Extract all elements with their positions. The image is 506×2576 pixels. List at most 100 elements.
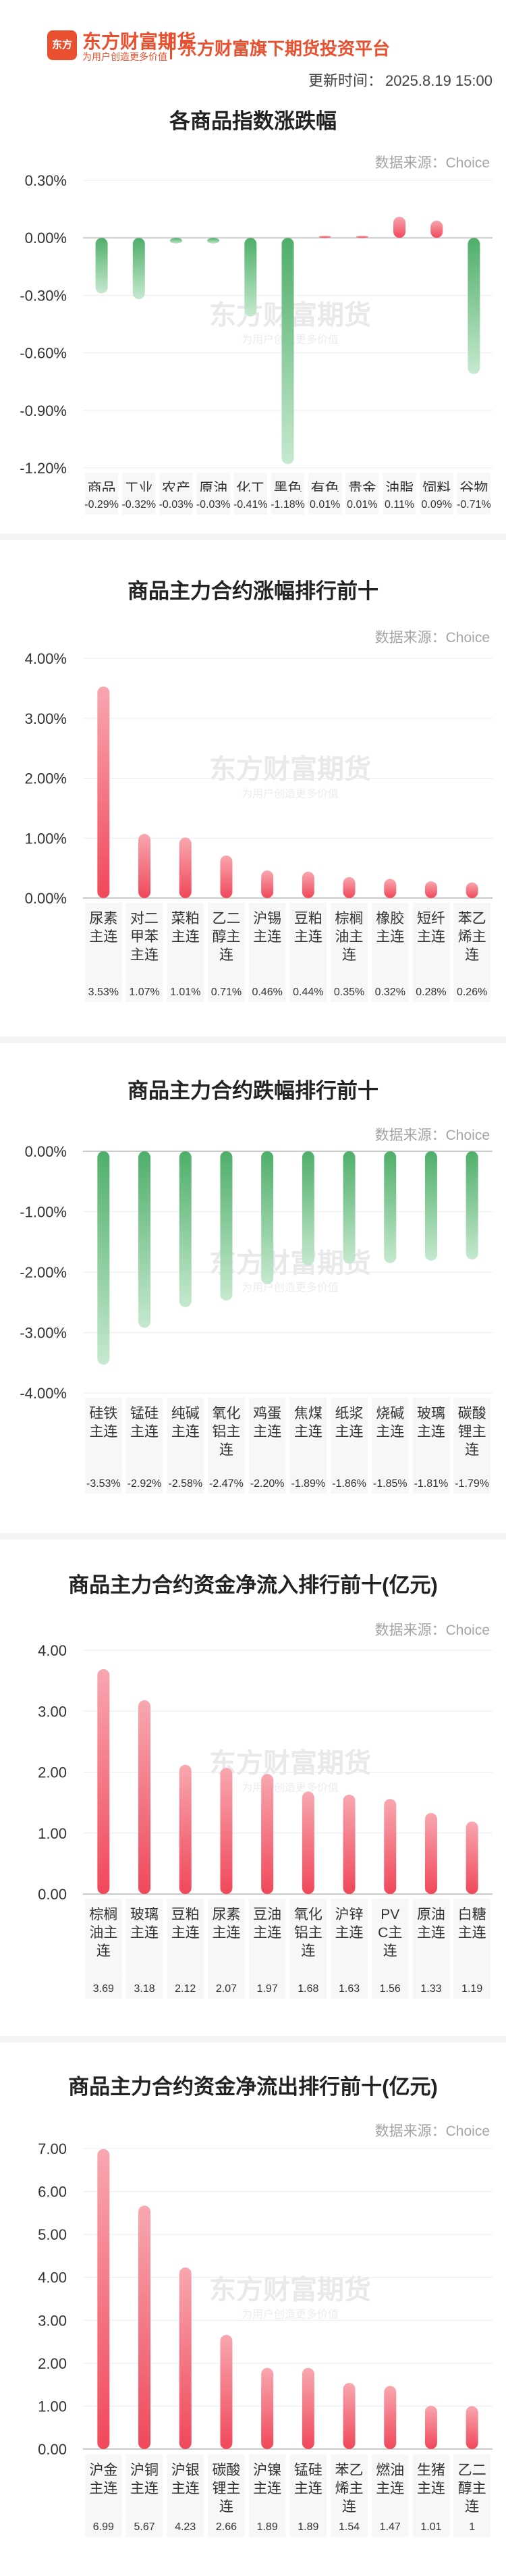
bar	[220, 855, 233, 898]
value-cell	[85, 492, 119, 515]
value-cell	[167, 1471, 204, 1494]
category-label: 棕榈油主连	[89, 1907, 117, 1959]
value-label: 1.07%	[129, 987, 159, 998]
bar	[302, 871, 314, 898]
y-tick-label: 0.00%	[25, 890, 67, 907]
value-cell	[125, 1976, 163, 1999]
bar	[261, 870, 274, 898]
category-cell	[125, 1398, 163, 1472]
chart-source: 数据来源：Choice	[374, 2124, 490, 2139]
bar	[384, 1799, 397, 1894]
value-label: 1.63	[339, 1983, 360, 1995]
value-cell	[412, 1976, 450, 1999]
bar	[466, 2406, 478, 2449]
category-cell	[453, 2454, 490, 2515]
bar	[207, 238, 220, 244]
bar	[138, 1700, 151, 1894]
value-cell	[371, 1471, 409, 1494]
y-tick-label: 6.00	[38, 2184, 67, 2201]
category-cell	[248, 1899, 286, 1977]
value-cell	[331, 979, 368, 1002]
category-label: 碳酸锂主连	[458, 1406, 486, 1458]
value-label: 1.68	[298, 1983, 318, 1995]
value-cell	[208, 1976, 245, 1999]
value-cell	[371, 979, 409, 1002]
bar	[261, 1151, 274, 1284]
category-cell	[331, 2454, 368, 2515]
bar	[179, 1764, 192, 1894]
chart-source: 数据来源：Choice	[374, 1623, 490, 1638]
value-cell	[125, 1471, 163, 1494]
value-label: -0.03%	[159, 499, 194, 510]
y-tick-label: 3.00	[38, 2312, 67, 2329]
bar	[97, 686, 110, 898]
bar	[220, 2334, 233, 2449]
value-cell	[208, 2514, 245, 2537]
bar	[466, 1821, 478, 1894]
value-label: 1.33	[420, 1983, 441, 1995]
value-cell	[248, 2514, 286, 2537]
category-cell	[159, 473, 193, 493]
category-cell	[345, 473, 379, 493]
bar	[393, 216, 406, 238]
bar	[302, 1791, 314, 1894]
value-cell	[85, 1976, 122, 1999]
value-label: 0.28%	[416, 987, 446, 998]
section-divider	[0, 533, 506, 540]
bar	[97, 1668, 110, 1894]
bar	[138, 834, 151, 898]
y-tick-label: -0.90%	[20, 402, 67, 419]
category-label: PV C主连	[378, 1907, 402, 1959]
bar	[244, 238, 257, 317]
brand-slogan: 为用户创造更多价值	[82, 51, 167, 62]
value-cell	[85, 2514, 122, 2537]
value-label: 0.46%	[252, 987, 282, 998]
value-cell	[289, 2514, 327, 2537]
value-cell	[383, 492, 416, 515]
category-label: 白糖主连	[458, 1907, 486, 1941]
bar	[424, 1812, 437, 1894]
bar	[384, 1151, 397, 1263]
category-cell	[85, 1398, 122, 1472]
bar	[302, 1151, 314, 1266]
value-cell	[453, 979, 490, 1002]
value-cell	[125, 2514, 163, 2537]
value-label: 5.67	[134, 2521, 154, 2533]
value-label: -2.47%	[209, 1478, 244, 1490]
value-cell	[331, 2514, 368, 2537]
value-label: 3.53%	[88, 987, 119, 998]
category-label: 生猪主连	[417, 2463, 445, 2496]
value-label: 2.12	[175, 1983, 196, 1995]
y-tick-label: 1.00	[38, 2398, 67, 2415]
bar	[132, 238, 145, 300]
value-label: 0.01%	[347, 499, 377, 510]
chart-source: 数据来源：Choice	[374, 1128, 490, 1143]
value-cell	[371, 2514, 409, 2537]
category-cell	[85, 1899, 122, 1977]
value-cell	[412, 1471, 450, 1494]
value-label: 1.01%	[170, 987, 200, 998]
bar	[261, 2367, 274, 2449]
category-label: 沪金主连	[89, 2463, 117, 2496]
category-label: 沪铜主连	[130, 2463, 159, 2496]
section-divider	[0, 2036, 506, 2043]
brand-name: 东方财富期货	[82, 31, 196, 52]
chart-title: 商品主力合约资金净流出排行前十(亿元)	[68, 2075, 438, 2099]
value-label: 1.19	[461, 1983, 482, 1995]
category-cell	[208, 1398, 245, 1472]
category-cell	[371, 1899, 409, 1977]
section-divider	[0, 1036, 506, 1043]
category-label: 沪锡主连	[253, 911, 281, 945]
value-cell	[331, 1976, 368, 1999]
value-label: 0.35%	[334, 987, 364, 998]
bar	[97, 1151, 110, 1365]
category-cell	[85, 2454, 122, 2515]
value-cell	[122, 492, 156, 515]
value-label: -1.86%	[332, 1478, 366, 1490]
bar	[281, 238, 294, 465]
category-label: 烧碱主连	[376, 1406, 404, 1440]
category-label: 苯乙烯主连	[335, 2463, 364, 2515]
value-label: 6.99	[93, 2521, 114, 2533]
value-cell	[308, 492, 342, 515]
